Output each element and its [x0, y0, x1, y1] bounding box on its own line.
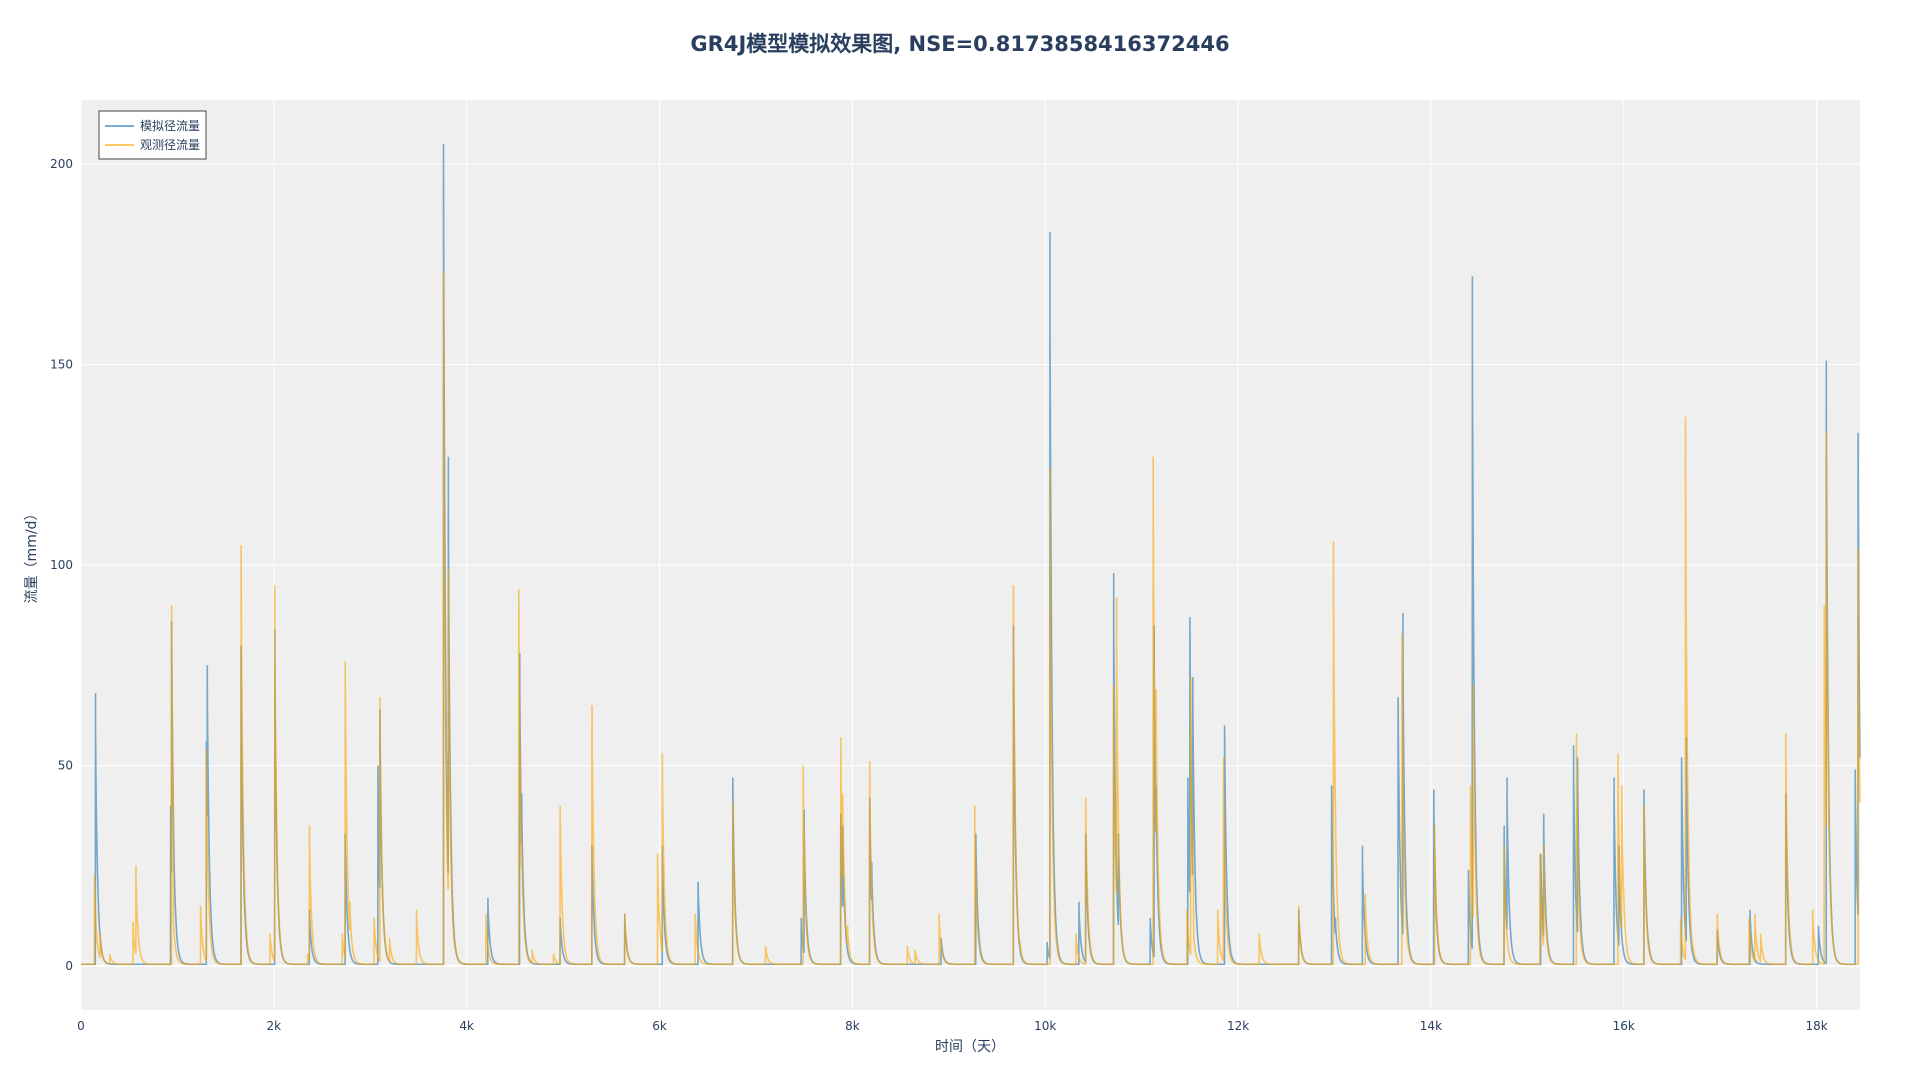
x-axis-ticks: 0 2k 4k 6k 8k 10k 12k 14k 16k 18k — [77, 1019, 1828, 1033]
y-tick-label: 200 — [50, 157, 73, 171]
y-tick-label: 150 — [50, 358, 73, 372]
y-axis-ticks: 0 50 100 150 200 — [50, 157, 73, 973]
x-tick-label: 2k — [267, 1019, 282, 1033]
x-tick-label: 6k — [652, 1019, 667, 1033]
legend-label-simulated: 模拟径流量 — [140, 119, 200, 133]
x-tick-label: 12k — [1227, 1019, 1249, 1033]
x-tick-label: 0 — [77, 1019, 85, 1033]
x-axis-title: 时间（天） — [935, 1039, 1005, 1055]
y-tick-label: 50 — [58, 758, 73, 772]
y-tick-label: 100 — [50, 558, 73, 572]
x-tick-label: 8k — [845, 1019, 860, 1033]
x-tick-label: 16k — [1613, 1019, 1635, 1033]
legend[interactable]: 模拟径流量 观测径流量 — [99, 111, 206, 159]
x-tick-label: 14k — [1420, 1019, 1442, 1033]
x-tick-label: 4k — [459, 1019, 474, 1033]
x-tick-label: 10k — [1034, 1019, 1056, 1033]
x-tick-label: 18k — [1806, 1019, 1828, 1033]
y-axis-title: 流量（mm/d） — [24, 507, 40, 604]
y-tick-label: 0 — [65, 959, 73, 973]
legend-label-observed: 观测径流量 — [140, 138, 200, 152]
